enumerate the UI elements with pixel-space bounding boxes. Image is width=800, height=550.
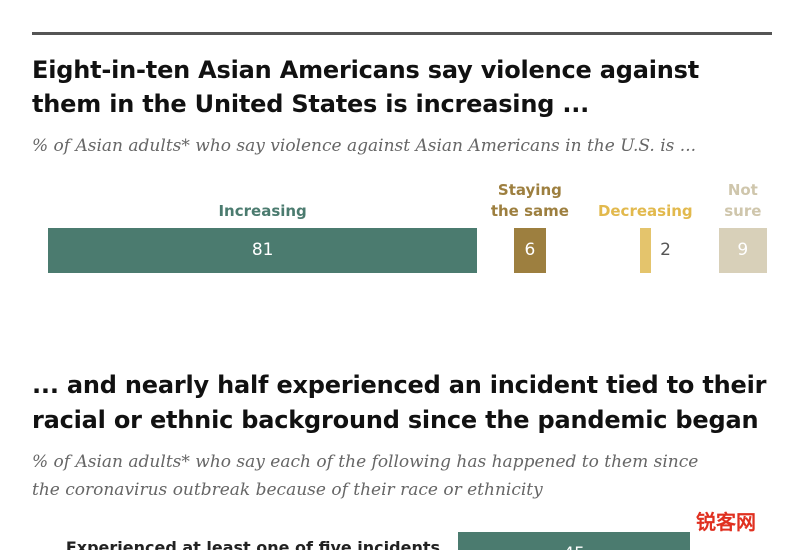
chart-title: ... and nearly half experienced an incid… (32, 371, 767, 399)
bar (48, 228, 478, 273)
bar (640, 228, 651, 273)
bar (719, 228, 767, 273)
category-label: Experienced at least one of five inciden… (65, 538, 440, 550)
watermark: 锐客网 (696, 510, 756, 534)
category-label: Increasing (218, 202, 307, 220)
chart-subtitle: the coronavirus outbreak because of thei… (32, 480, 543, 500)
category-label: Decreasing (597, 202, 693, 220)
chart-subtitle: % of Asian adults* who say each of the f… (32, 452, 699, 472)
value-label: 81 (251, 240, 274, 260)
bar (514, 228, 546, 273)
value-label: 9 (737, 240, 749, 260)
category-label: Not sure (724, 181, 762, 220)
chart-subtitle: % of Asian adults* who say violence agai… (32, 136, 696, 156)
value-label: 6 (524, 240, 536, 260)
category-label: Staying the same (490, 181, 569, 220)
bar (458, 532, 691, 550)
value-label: 45 (458, 532, 690, 550)
chart-title: them in the United States is increasing … (32, 90, 590, 118)
chart-title: Eight-in-ten Asian Americans say violenc… (32, 56, 699, 84)
value-label: 2 (660, 240, 671, 260)
chart-title: racial or ethnic background since the pa… (32, 406, 759, 434)
top-rule (32, 32, 772, 35)
